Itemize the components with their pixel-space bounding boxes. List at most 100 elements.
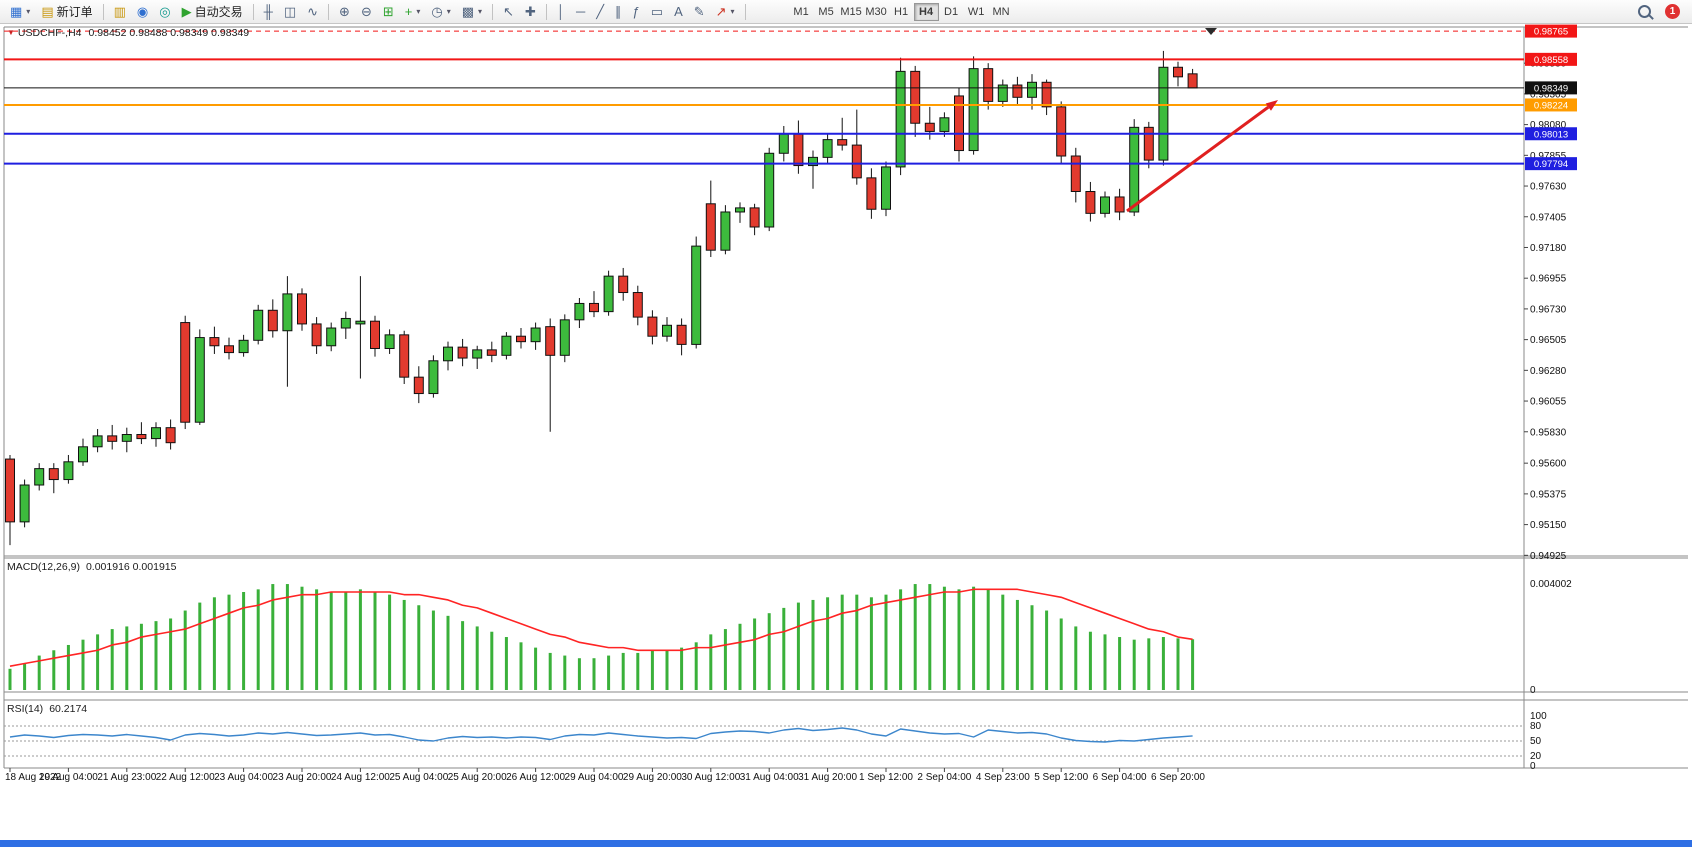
symbol-icon: ▼	[7, 28, 15, 37]
arrow-tool-icon: ↗	[715, 4, 727, 19]
new-order-button[interactable]: ▤ 新订单	[36, 2, 97, 22]
macd-bar	[548, 652, 552, 690]
time-tick-label: 6 Sep 20:00	[1151, 772, 1205, 783]
autotrading-button[interactable]: ▶ 自动交易	[177, 2, 248, 22]
zoom-in-icon: ⊕	[339, 4, 350, 19]
crosshair-button[interactable]: ✚	[520, 2, 541, 22]
macd-bar	[1088, 631, 1092, 690]
candle-body	[180, 322, 191, 423]
timeframe-button-m30[interactable]: M30	[865, 5, 887, 18]
chart-symbol-period: USDCHF-,H4	[17, 27, 82, 39]
taskbar-edge	[0, 840, 1692, 847]
candle-body	[238, 339, 249, 354]
macd-bar	[37, 655, 41, 690]
toolbar-separator	[492, 3, 494, 20]
macd-signal-line	[9, 588, 1193, 667]
notification-badge[interactable]: 1	[1665, 4, 1680, 19]
macd-bar	[1191, 639, 1195, 690]
vertical-line-tool-button[interactable]: │	[552, 2, 570, 22]
macd-bar	[738, 623, 742, 690]
trendline-tool-button[interactable]: ╱	[591, 2, 609, 22]
macd-bar	[446, 615, 450, 690]
chart-window-button[interactable]: ▦ ▾	[5, 2, 35, 22]
candle-body	[939, 117, 950, 132]
macd-bar	[782, 607, 786, 690]
signals-button[interactable]: ◉	[132, 2, 153, 22]
macd-bar	[329, 591, 333, 690]
macd-bar	[52, 650, 56, 690]
candle-body	[983, 68, 994, 102]
candle-body	[647, 316, 658, 337]
horizontal-line-icon: ─	[575, 4, 586, 19]
timeframe-button-m1[interactable]: M1	[793, 5, 809, 18]
candle-body	[676, 324, 687, 345]
price-tick-label: 0.95150	[1530, 520, 1567, 531]
macd-scale-min: 0	[1530, 685, 1536, 696]
shapes-tool-button[interactable]: ▭	[646, 2, 668, 22]
periods-button[interactable]: ◷ ▾	[426, 2, 455, 22]
chart-area[interactable]: 0.985300.983050.980800.978550.976300.974…	[0, 24, 1692, 841]
arrows-tool-button[interactable]: ↗ ▾	[711, 2, 740, 22]
macd-bar	[285, 584, 289, 690]
cursor-icon: ↖	[503, 4, 514, 19]
label-tool-button[interactable]: ✎	[689, 2, 710, 22]
macd-bar	[1001, 594, 1005, 690]
macd-bar	[139, 623, 143, 690]
timeframe-button-m15[interactable]: M15	[840, 5, 862, 18]
zoom-in-button[interactable]: ⊕	[334, 2, 355, 22]
market-icon: ▥	[113, 4, 126, 19]
price-badge-label: 0.98224	[1534, 100, 1568, 111]
macd-bar	[1161, 637, 1165, 690]
candle-body	[778, 133, 789, 154]
macd-bar	[125, 626, 129, 690]
trend-arrow-head	[1265, 100, 1278, 111]
tile-windows-button[interactable]: ⊞	[378, 2, 399, 22]
price-badge	[1525, 81, 1577, 95]
timeframe-button-mn[interactable]: MN	[992, 5, 1010, 18]
toolbar-right-group: 1	[1633, 2, 1687, 22]
macd-bar	[1176, 638, 1180, 690]
macd-bar	[592, 658, 596, 690]
macd-bar	[753, 618, 757, 690]
community-icon: ◎	[159, 4, 171, 19]
indicators-button[interactable]: + ▾	[400, 2, 426, 22]
price-tick-label: 0.96280	[1530, 366, 1567, 377]
timeframe-button-h1[interactable]: H1	[894, 5, 909, 18]
timeframe-button-w1[interactable]: W1	[967, 5, 985, 18]
timeframe-button-h4[interactable]: H4	[913, 2, 939, 21]
macd-bar	[490, 631, 494, 690]
horizontal-line-tool-button[interactable]: ─	[571, 2, 590, 22]
channel-tool-button[interactable]: ∥	[610, 2, 627, 22]
macd-bar	[212, 597, 216, 690]
templates-button[interactable]: ▩ ▾	[457, 2, 487, 22]
line-chart-button[interactable]: ∿	[302, 2, 323, 22]
candle-body	[151, 427, 161, 440]
cursor-button[interactable]: ↖	[498, 2, 519, 22]
text-tool-button[interactable]: A	[669, 2, 688, 22]
candlestick-chart-button[interactable]: ◫	[279, 2, 301, 22]
bar-chart-button[interactable]: ╫	[259, 2, 278, 22]
candle-body	[589, 302, 599, 313]
macd-bar	[183, 610, 187, 690]
search-button[interactable]	[1633, 2, 1656, 22]
macd-bar	[81, 639, 85, 690]
macd-bar	[66, 644, 70, 690]
timeframe-button-d1[interactable]: D1	[944, 5, 959, 18]
candle-body	[720, 211, 731, 251]
time-tick-label: 25 Aug 04:00	[389, 772, 448, 783]
candle-body	[399, 334, 410, 378]
candle-body	[1143, 126, 1154, 161]
candle-body	[866, 177, 877, 210]
candle-body	[267, 309, 278, 332]
zoom-out-button[interactable]: ⊖	[356, 2, 377, 22]
candle-body	[1012, 84, 1023, 98]
community-button[interactable]: ◎	[154, 2, 175, 22]
market-button[interactable]: ▥	[109, 2, 131, 22]
fibonacci-tool-button[interactable]: ƒ	[628, 2, 645, 22]
price-chart[interactable]: 0.985300.983050.980800.978550.976300.974…	[0, 24, 1692, 841]
price-tick-label: 0.96505	[1530, 335, 1567, 346]
timeframe-button-m5[interactable]: M5	[818, 5, 834, 18]
candle-body	[457, 346, 468, 359]
macd-bar	[796, 602, 800, 690]
macd-bar	[110, 629, 114, 690]
